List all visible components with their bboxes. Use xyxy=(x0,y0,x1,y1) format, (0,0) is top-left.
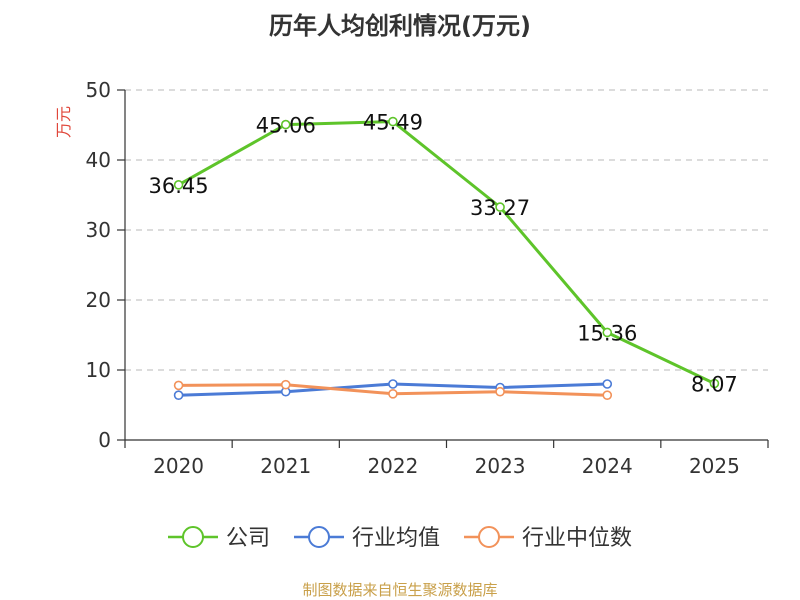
legend-item[interactable]: 行业均值 xyxy=(294,526,440,551)
series-industry_avg xyxy=(173,379,613,401)
legend-circle-icon xyxy=(182,526,204,548)
data-point xyxy=(173,380,184,391)
data-point xyxy=(709,378,720,389)
y-axis-unit-label: 万元 xyxy=(54,106,73,138)
data-label: 33.27 xyxy=(470,196,530,220)
series-line xyxy=(177,120,716,385)
data-point xyxy=(388,116,398,127)
series-lines xyxy=(173,116,720,401)
data-point xyxy=(495,386,505,397)
data-label: 36.45 xyxy=(149,174,209,198)
y-tick-label: 20 xyxy=(86,288,111,312)
legend[interactable]: 公司 行业均值 行业中位数 xyxy=(168,526,632,551)
data-labels: 36.45 45.06 45.49 33.27 15.36 8.07 xyxy=(149,111,738,397)
data-point xyxy=(173,180,184,190)
y-tick-label: 0 xyxy=(98,428,111,452)
data-point xyxy=(602,327,613,338)
axes: 0 10 20 30 40 50 2020 2021 2022 2023 2024 2025 xyxy=(86,78,769,478)
x-tick-label: 2025 xyxy=(689,454,740,478)
data-point xyxy=(280,119,291,130)
legend-label: 公司 xyxy=(226,526,270,551)
data-point xyxy=(602,390,613,401)
legend-item[interactable]: 行业中位数 xyxy=(464,526,632,551)
y-tick-label: 50 xyxy=(86,78,111,102)
data-label: 8.07 xyxy=(691,373,738,397)
x-tick-label: 2021 xyxy=(260,454,311,478)
x-tick-label: 2020 xyxy=(153,454,204,478)
legend-circle-icon xyxy=(308,526,330,548)
x-tick-label: 2022 xyxy=(367,454,418,478)
x-tick-label: 2023 xyxy=(475,454,526,478)
y-tick-label: 40 xyxy=(86,148,111,172)
chart-title: 历年人均创利情况(万元) xyxy=(269,12,531,40)
data-label: 45.06 xyxy=(256,114,316,138)
series-company xyxy=(173,116,720,389)
legend-label: 行业均值 xyxy=(352,526,440,551)
data-point xyxy=(388,388,398,399)
source-note: 制图数据来自恒生聚源数据库 xyxy=(302,581,497,599)
legend-circle-icon xyxy=(478,526,500,548)
data-point xyxy=(280,379,291,390)
data-label: 45.49 xyxy=(363,111,423,135)
data-label: 15.36 xyxy=(577,321,637,345)
legend-item[interactable]: 公司 xyxy=(168,526,270,551)
data-point xyxy=(495,202,505,212)
data-point xyxy=(602,379,613,389)
y-tick-label: 30 xyxy=(86,218,111,242)
y-tick-label: 10 xyxy=(86,358,111,382)
grid-lines xyxy=(125,89,768,371)
series-industry_median xyxy=(173,379,613,401)
x-tick-label: 2024 xyxy=(582,454,633,478)
data-point xyxy=(388,379,398,389)
legend-label: 行业中位数 xyxy=(522,526,632,551)
data-point xyxy=(173,390,184,401)
